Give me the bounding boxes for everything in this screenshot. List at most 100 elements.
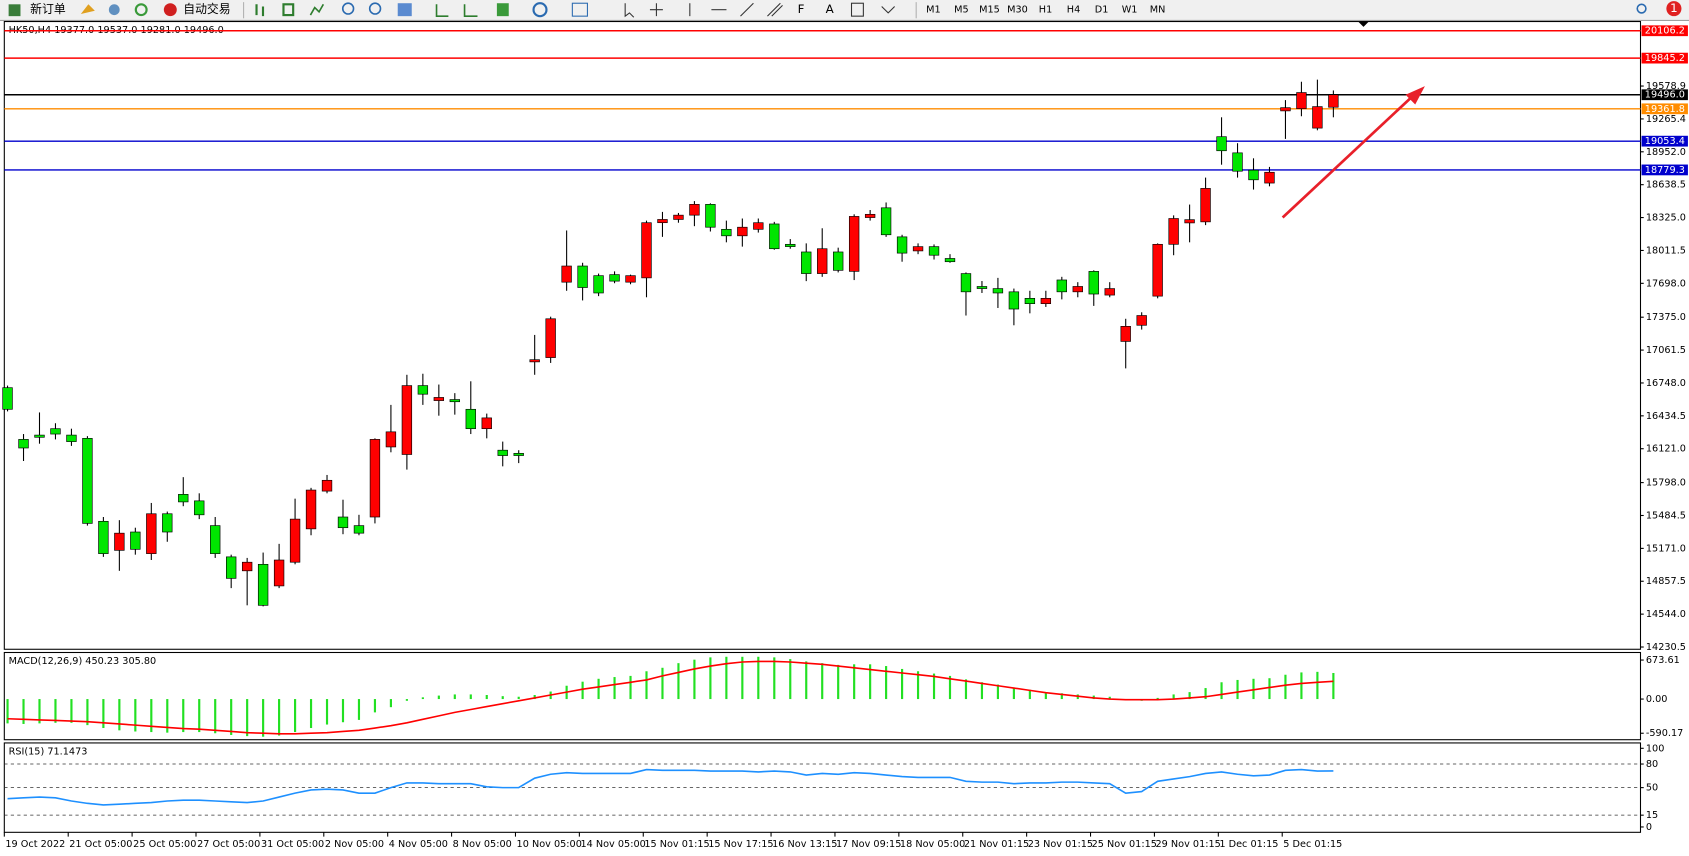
notification-badge[interactable] (1666, 1, 1682, 17)
price-level-box (1641, 164, 1688, 176)
y-tick-label: 14544.0 (1646, 609, 1686, 620)
text-tool[interactable]: A (826, 2, 834, 16)
template-icon[interactable] (571, 2, 588, 17)
macd-bar (789, 659, 792, 700)
candle-body (417, 385, 429, 395)
crosshair-icon[interactable] (649, 3, 663, 17)
auto-trading-button[interactable]: 自动交易 (183, 2, 230, 16)
macd-bar (964, 679, 968, 700)
candle-body (321, 479, 333, 492)
y-tick-label: 18011.5 (1646, 245, 1686, 256)
candle-body (1072, 286, 1083, 293)
timeframe-button[interactable]: H4 (1067, 5, 1080, 16)
indicator-icon[interactable] (496, 3, 509, 17)
arrow-tool[interactable] (881, 6, 896, 14)
candle-body (1248, 169, 1259, 181)
notification-count[interactable]: 1 (1670, 1, 1678, 15)
macd-bar (70, 699, 73, 723)
x-tick-label: 14 Nov 05:00 (580, 839, 645, 850)
macd-bar (629, 675, 632, 700)
macd-bar (469, 694, 472, 700)
shift-marker (1358, 21, 1369, 27)
macd-bar (1332, 672, 1335, 700)
x-tick-label: 2 Nov 05:00 (325, 839, 384, 850)
macd-bar (725, 656, 728, 700)
candle-body (1264, 171, 1275, 184)
x-tick-label: 15 Nov 17:15 (708, 839, 773, 850)
fibo-icon[interactable]: F (798, 2, 805, 16)
timeframe-button[interactable]: H1 (1039, 5, 1052, 16)
zoom-out-icon[interactable] (368, 2, 382, 15)
candle-body (66, 434, 77, 442)
icon[interactable] (108, 4, 120, 16)
search-icon[interactable] (1636, 3, 1647, 14)
bar-chart-icon[interactable] (255, 4, 265, 17)
auto-trading-icon[interactable] (163, 3, 177, 17)
annotation-arrowhead (1405, 86, 1425, 105)
label-tool[interactable] (850, 2, 864, 17)
y-tick-label: 14857.5 (1646, 576, 1686, 587)
timeframe-button[interactable]: M1 (926, 5, 941, 16)
candle-body (833, 251, 844, 271)
price-level-box (1641, 135, 1688, 147)
macd-bar (405, 699, 408, 701)
x-tick-label: 18 Nov 05:00 (900, 839, 965, 850)
candle-body (226, 556, 237, 579)
y-tick-label: 16748.0 (1646, 378, 1686, 389)
y-tick-label: -590.17 (1646, 728, 1683, 739)
timeframe-button[interactable]: M5 (954, 5, 969, 16)
macd-bar (246, 699, 249, 737)
y-tick-label: 17061.5 (1646, 345, 1686, 356)
candle-body (928, 246, 940, 256)
candle-body (178, 494, 189, 503)
trendline-icon[interactable] (740, 2, 754, 17)
period-icon[interactable] (532, 2, 548, 18)
line-icon[interactable] (309, 3, 325, 16)
x-tick-label: 4 Nov 05:00 (389, 839, 448, 850)
y-tick-label: 50 (1646, 783, 1658, 794)
macd-bar (980, 682, 984, 700)
macd-bar (6, 699, 9, 724)
y-tick-label: 0 (1646, 822, 1652, 833)
scroll-icon[interactable] (435, 4, 449, 17)
panel-title: RSI(15) 71.1473 (9, 747, 88, 758)
macd-bar (1316, 671, 1319, 700)
y-tick-label: 15798.0 (1646, 478, 1686, 489)
timeframe-button[interactable]: M30 (1007, 5, 1028, 16)
shift-icon[interactable] (463, 4, 478, 17)
candle-body (465, 408, 476, 430)
timeframe-button[interactable]: D1 (1095, 5, 1109, 16)
macd-bar (325, 699, 329, 725)
macd-bar (421, 697, 424, 700)
macd-bar (613, 677, 616, 700)
zoom-in-icon[interactable] (341, 2, 355, 15)
timeframe-button[interactable]: MN (1150, 5, 1166, 16)
price-panel (3, 20, 1642, 650)
tile-icon[interactable] (397, 3, 412, 17)
candle-body (241, 561, 253, 572)
candle-body (896, 236, 908, 254)
cursor-icon[interactable] (624, 3, 635, 18)
macd-bar (645, 671, 648, 700)
y-tick-label: 18638.5 (1646, 180, 1686, 191)
candle-body (162, 513, 173, 533)
channel-icon[interactable] (767, 2, 783, 17)
y-tick-label: 19265.4 (1646, 114, 1686, 125)
candle-body (273, 559, 285, 587)
timeframe-button[interactable]: M15 (979, 5, 1000, 16)
timeframe-button[interactable]: W1 (1122, 5, 1138, 16)
new-order-button[interactable]: 新订单 (30, 2, 66, 16)
macd-bar (1044, 692, 1047, 700)
y-tick-label: 100 (1646, 743, 1665, 754)
x-tick-label: 31 Oct 05:00 (261, 839, 324, 850)
macd-bar (533, 695, 536, 700)
icon[interactable] (134, 3, 148, 17)
candle-body (50, 428, 61, 435)
candle-icon[interactable] (282, 3, 295, 17)
new-order-icon[interactable] (8, 4, 21, 17)
candle-body (864, 213, 876, 218)
candle-body (1056, 279, 1067, 293)
candle-body (114, 532, 125, 551)
macd-bar (757, 656, 760, 700)
